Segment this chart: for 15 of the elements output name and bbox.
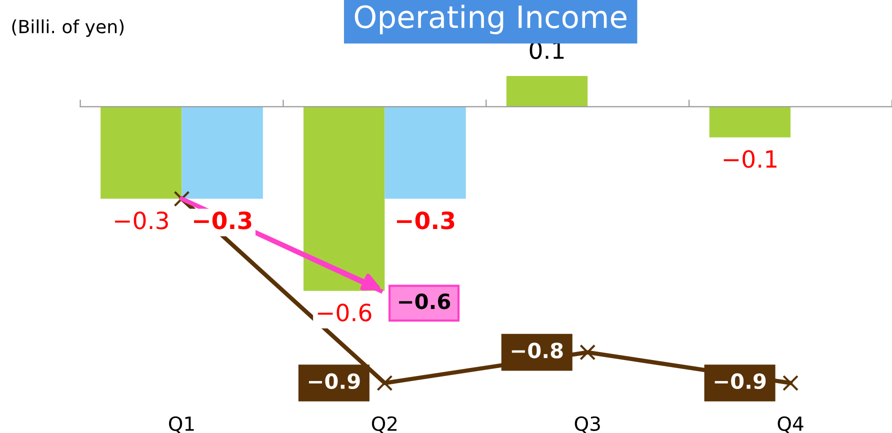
data-label: −0.8 [512, 342, 563, 358]
data-label: −0.1 [724, 150, 776, 168]
data-label: −0.3 [194, 211, 252, 230]
data-label: −0.6 [399, 293, 450, 310]
data-label: −0.6 [318, 304, 372, 322]
data-label: −0.9 [714, 373, 766, 390]
x-tick-label: Q3 [574, 416, 600, 433]
y-axis-title: (Billi. of yen) [12, 19, 124, 37]
x-tick-label: Q1 [168, 416, 194, 433]
x-tick-label: Q4 [778, 416, 804, 433]
data-label: −0.3 [114, 211, 168, 230]
chart-title: Operating Income [354, 4, 626, 34]
data-label: −0.9 [308, 373, 360, 390]
data-label: −0.3 [396, 211, 454, 230]
x-tick-label: Q2 [372, 416, 397, 433]
